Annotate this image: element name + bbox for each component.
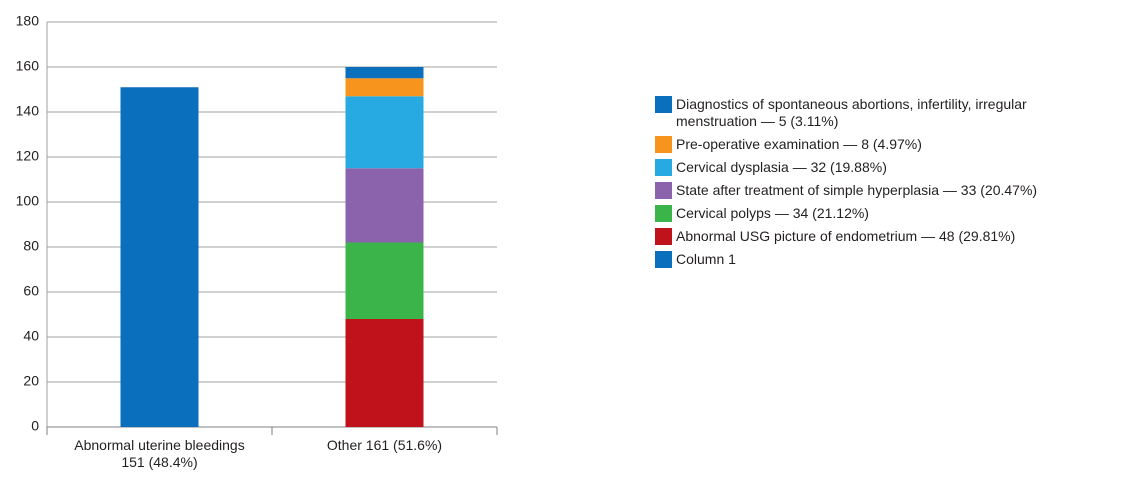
bar-segment (345, 67, 424, 79)
legend-label: Pre-operative examination — 8 (4.97%) (676, 136, 922, 152)
legend-swatch (655, 159, 672, 176)
y-tick-label: 140 (16, 103, 40, 119)
y-tick-label: 60 (23, 283, 39, 299)
bar-segment (345, 242, 424, 319)
legend-item: Cervical dysplasia — 32 (19.88%) (655, 159, 1056, 176)
legend-item: Cervical polyps — 34 (21.12%) (655, 205, 1056, 222)
legend-label: Cervical polyps — 34 (21.12%) (676, 205, 869, 221)
bar-segment (345, 78, 424, 97)
y-tick-label: 40 (23, 328, 39, 344)
legend-swatch (655, 96, 672, 113)
legend-label: Diagnostics of spontaneous abortions, in… (676, 96, 1027, 129)
legend-item: Column 1 (655, 251, 1056, 268)
y-tick-label: 160 (16, 58, 40, 74)
legend-item: Abnormal USG picture of endometrium — 48… (655, 228, 1056, 245)
y-tick-label: 180 (16, 13, 40, 29)
y-tick-label: 120 (16, 148, 40, 164)
y-tick-label: 0 (31, 418, 39, 434)
legend-label: State after treatment of simple hyperpla… (676, 182, 1038, 198)
bar-segment (120, 87, 199, 427)
legend-swatch (655, 136, 672, 153)
legend-item: Diagnostics of spontaneous abortions, in… (655, 96, 1056, 130)
legend-label: Cervical dysplasia — 32 (19.88%) (676, 159, 887, 175)
x-tick-label: Other 161 (51.6%) (326, 437, 443, 453)
bar-segment (345, 96, 424, 169)
legend-item: Pre-operative examination — 8 (4.97%) (655, 136, 1056, 153)
bar-segment (345, 319, 424, 427)
y-tick-label: 80 (23, 238, 39, 254)
legend-swatch (655, 251, 672, 268)
legend-swatch (655, 228, 672, 245)
legend-swatch (655, 205, 672, 222)
legend-label: Column 1 (676, 251, 736, 267)
x-tick-label: Abnormal uterine bleedings 151 (48.4%) (74, 437, 245, 470)
legend: Diagnostics of spontaneous abortions, in… (655, 96, 1056, 274)
legend-label: Abnormal USG picture of endometrium — 48… (676, 228, 1016, 244)
bar-segment (345, 168, 424, 243)
y-tick-label: 20 (23, 373, 39, 389)
legend-item: State after treatment of simple hyperpla… (655, 182, 1056, 199)
legend-swatch (655, 182, 672, 199)
y-tick-label: 100 (16, 193, 40, 209)
